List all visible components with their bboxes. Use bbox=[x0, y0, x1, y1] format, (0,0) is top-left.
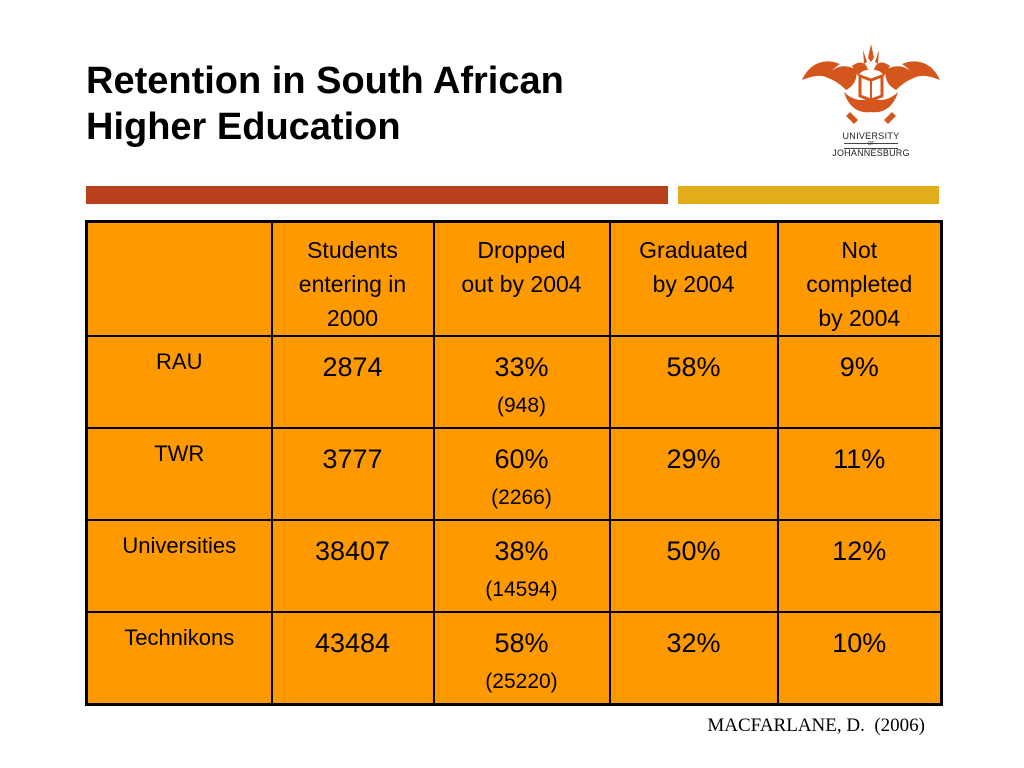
not-completed-cell: 12% bbox=[776, 519, 943, 613]
column-header-not-completed: Not completed by 2004 bbox=[776, 220, 943, 337]
row-label: RAU bbox=[85, 335, 273, 429]
header-line: Dropped bbox=[477, 237, 566, 263]
graduated-cell: 29% bbox=[608, 427, 779, 521]
university-logo: UNIVERSITY OF JOHANNESBURG bbox=[800, 40, 942, 162]
table-row: TWR 3777 60% (2266) 29% 11% bbox=[85, 427, 943, 521]
header-line: by 2004 bbox=[652, 271, 735, 297]
graduated-cell: 58% bbox=[608, 335, 779, 429]
students-cell: 3777 bbox=[270, 427, 435, 521]
dropped-count: (14594) bbox=[485, 578, 558, 601]
logo-text-university: UNIVERSITY bbox=[842, 131, 900, 141]
header-line: Not bbox=[841, 237, 878, 263]
slide-title-line-1: Retention in South African bbox=[86, 60, 564, 102]
dropped-cell: 33% (948) bbox=[432, 335, 611, 429]
dropped-count: (2266) bbox=[491, 486, 552, 509]
dropped-percent: 58% bbox=[494, 628, 549, 658]
logo-divider bbox=[844, 148, 898, 149]
logo-text-johannesburg: JOHANNESBURG bbox=[832, 148, 910, 158]
dropped-count: (25220) bbox=[485, 670, 558, 693]
dropped-cell: 58% (25220) bbox=[432, 611, 611, 705]
graduated-cell: 32% bbox=[608, 611, 779, 705]
dropped-percent: 33% bbox=[494, 352, 549, 382]
dropped-cell: 38% (14594) bbox=[432, 519, 611, 613]
table-header-row: Students entering in 2000 Dropped out by… bbox=[85, 220, 943, 337]
phoenix-emblem-icon bbox=[802, 44, 940, 124]
graduated-cell: 50% bbox=[608, 519, 779, 613]
accent-bar-red bbox=[86, 186, 668, 204]
slide-title-line-2: Higher Education bbox=[86, 106, 401, 148]
students-cell: 43484 bbox=[270, 611, 435, 705]
header-line: Graduated bbox=[639, 237, 748, 263]
students-cell: 2874 bbox=[270, 335, 435, 429]
header-line: by 2004 bbox=[818, 305, 901, 331]
table-row: RAU 2874 33% (948) 58% 9% bbox=[85, 335, 943, 429]
not-completed-cell: 9% bbox=[776, 335, 943, 429]
row-label: TWR bbox=[85, 427, 273, 521]
source-citation: MACFARLANE, D. (2006) bbox=[707, 715, 925, 736]
not-completed-cell: 11% bbox=[776, 427, 943, 521]
column-header-graduated: Graduated by 2004 bbox=[608, 220, 779, 337]
header-line: entering in bbox=[298, 271, 407, 297]
header-line: out by 2004 bbox=[461, 271, 582, 297]
students-cell: 38407 bbox=[270, 519, 435, 613]
header-line: completed bbox=[806, 271, 913, 297]
table-corner-cell bbox=[85, 220, 273, 337]
table-row: Technikons 43484 58% (25220) 32% 10% bbox=[85, 611, 943, 705]
not-completed-cell: 10% bbox=[776, 611, 943, 705]
retention-table: Students entering in 2000 Dropped out by… bbox=[85, 220, 943, 706]
logo-divider bbox=[844, 143, 898, 144]
dropped-count: (948) bbox=[496, 394, 547, 417]
dropped-percent: 38% bbox=[494, 536, 549, 566]
column-header-students: Students entering in 2000 bbox=[270, 220, 435, 337]
row-label: Universities bbox=[85, 519, 273, 613]
header-line: 2000 bbox=[326, 305, 379, 331]
header-line: Students bbox=[307, 237, 398, 263]
dropped-percent: 60% bbox=[494, 444, 549, 474]
table-row: Universities 38407 38% (14594) 50% 12% bbox=[85, 519, 943, 613]
logo-text-of: OF bbox=[867, 141, 875, 147]
dropped-cell: 60% (2266) bbox=[432, 427, 611, 521]
row-label: Technikons bbox=[85, 611, 273, 705]
column-header-dropped: Dropped out by 2004 bbox=[432, 220, 611, 337]
accent-bar-gold bbox=[678, 186, 939, 204]
slide-title: Retention in South African Higher Educat… bbox=[86, 58, 726, 150]
